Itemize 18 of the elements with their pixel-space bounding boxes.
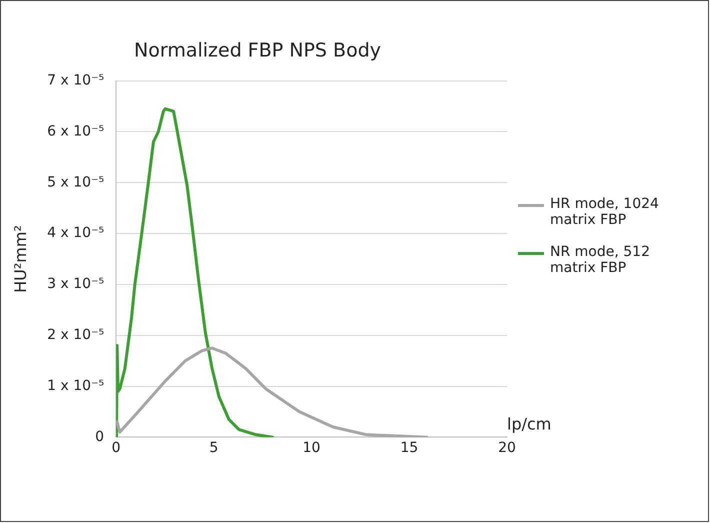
x-tick-label: 20 [498, 440, 516, 456]
x-tick-label: 5 [209, 440, 218, 456]
x-tick-label: 0 [112, 440, 121, 456]
x-tick-label: 10 [302, 440, 320, 456]
y-tick-label: 5 x 10⁻⁵ [47, 174, 104, 190]
chart-title: Normalized FBP NPS Body [134, 39, 381, 62]
legend-label: HR mode, 1024 matrix FBP [550, 196, 660, 228]
y-tick-label: 6 x 10⁻⁵ [47, 123, 104, 140]
y-tick-label: 4 x 10⁻⁵ [47, 225, 104, 242]
legend-label: NR mode, 512 matrix FBP [550, 244, 651, 276]
y-tick-label: 2 x 10⁻⁵ [47, 327, 104, 344]
y-tick-label: 3 x 10⁻⁵ [47, 276, 104, 292]
y-tick-label: 1 x 10⁻⁵ [47, 378, 104, 394]
x-axis-title: lp/cm [507, 414, 552, 434]
y-axis-title: HU²mm² [10, 225, 30, 293]
y-tick-label: 0 [95, 428, 104, 445]
y-tick-label: 7 x 10⁻⁵ [47, 72, 104, 88]
x-tick-label: 15 [400, 440, 418, 456]
